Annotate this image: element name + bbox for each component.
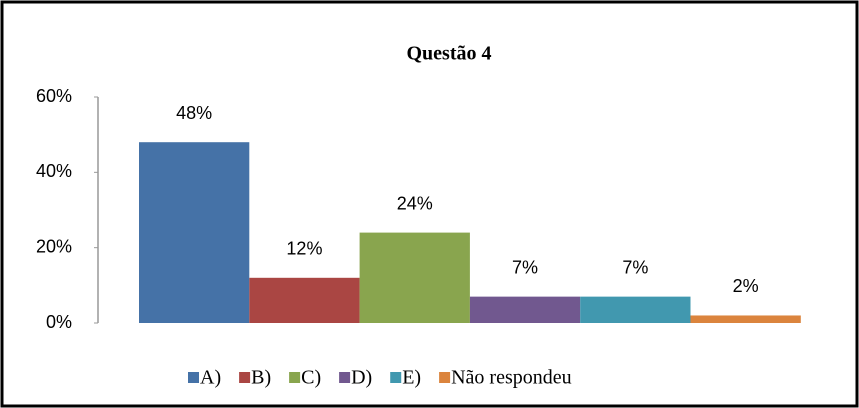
data-label: 2% [733, 276, 759, 296]
legend-swatch [239, 372, 251, 383]
legend-label: D) [351, 367, 372, 389]
data-label: 7% [512, 257, 538, 277]
y-tick-label: 60% [36, 86, 72, 106]
bar [580, 296, 691, 323]
bar [469, 296, 581, 323]
legend-swatch [188, 372, 199, 383]
legend-label: C) [301, 367, 321, 389]
legend-label: Não respondeu [451, 367, 572, 389]
bar [139, 142, 250, 323]
bar [249, 277, 360, 323]
legend-label: E) [402, 367, 421, 389]
legend-swatch [339, 372, 351, 383]
data-label: 7% [622, 257, 648, 277]
y-tick-label: 40% [36, 161, 72, 181]
legend-swatch [289, 372, 301, 383]
data-label: 24% [397, 193, 433, 213]
legend-label: A) [200, 367, 221, 389]
chart-title: Questão 4 [407, 43, 492, 65]
legend-label: B) [251, 367, 271, 389]
bar [359, 232, 470, 323]
y-tick-label: 0% [46, 312, 72, 332]
bar [690, 315, 801, 323]
legend-swatch [390, 372, 402, 383]
legend-swatch [439, 372, 451, 383]
y-tick-label: 20% [36, 236, 72, 256]
data-label: 12% [286, 239, 322, 259]
data-label: 48% [176, 103, 212, 123]
